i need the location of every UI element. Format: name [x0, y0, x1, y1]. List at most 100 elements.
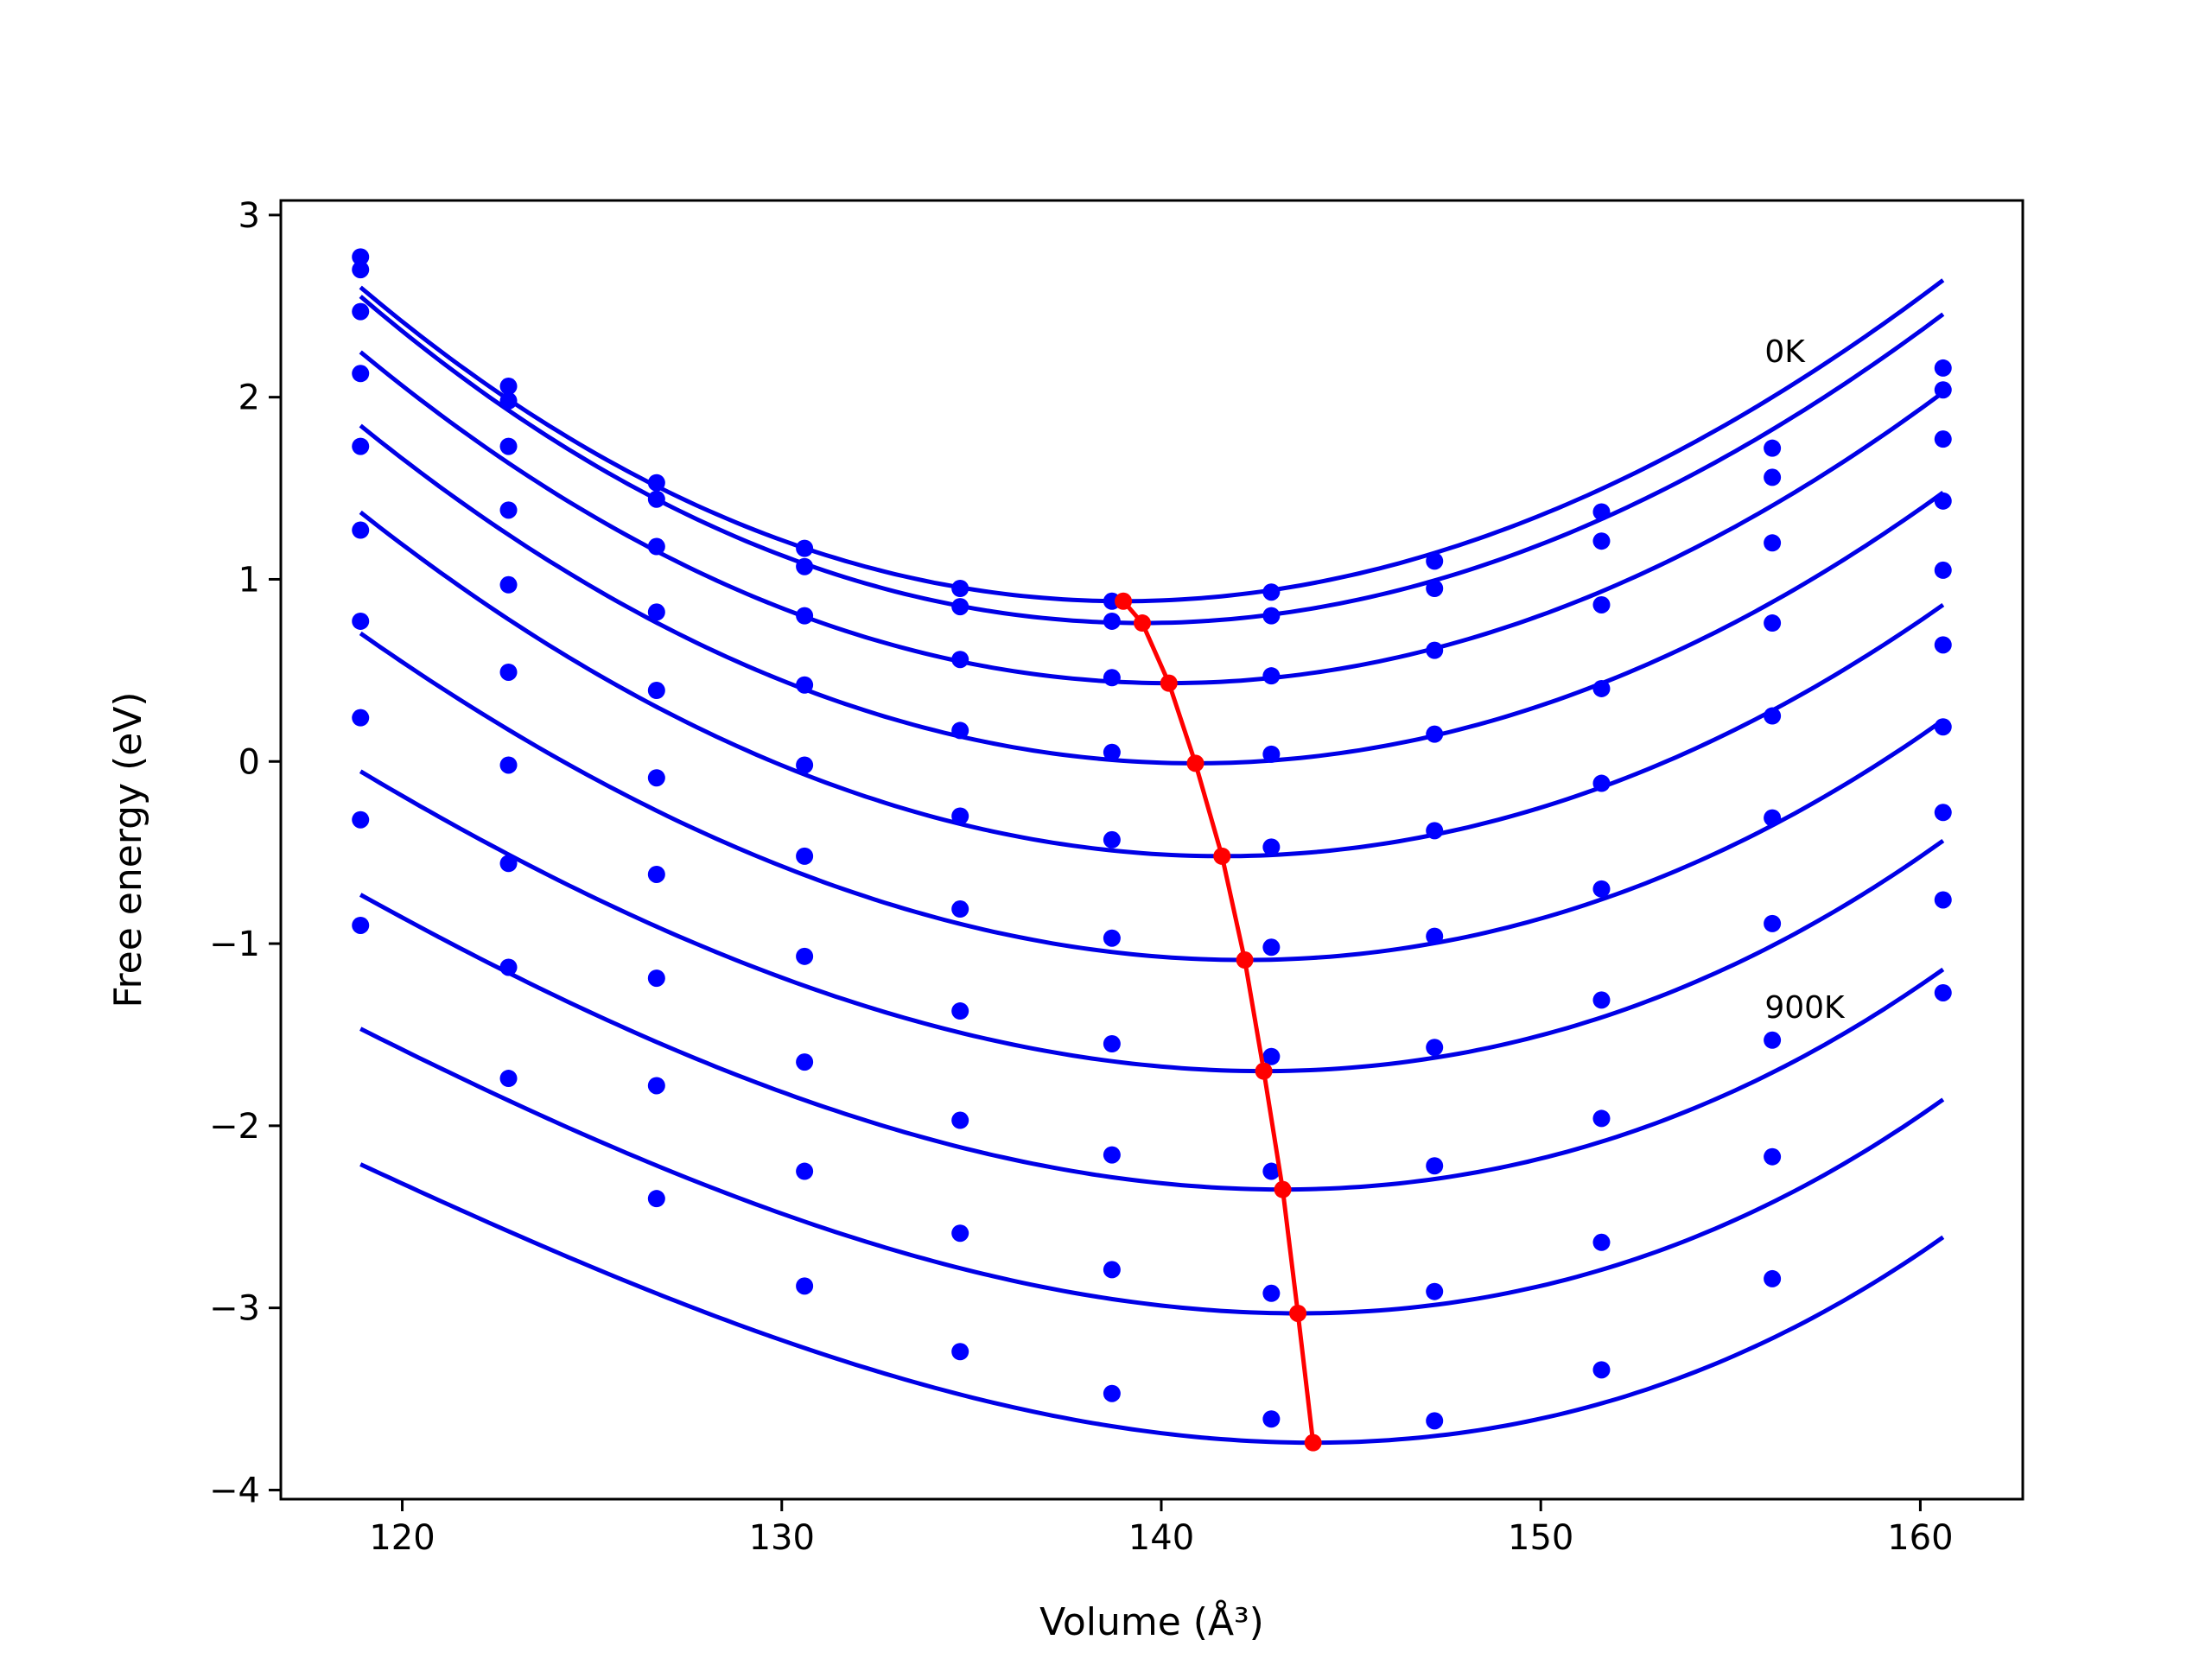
data-point: [1592, 774, 1611, 792]
data-point: [1764, 809, 1782, 827]
data-point: [647, 1077, 665, 1095]
x-tick-label: 140: [1128, 1518, 1194, 1558]
fit-curve-10: [359, 1162, 1945, 1446]
data-point: [1426, 927, 1444, 945]
y-tick-label: 0: [238, 742, 260, 782]
data-point: [1934, 359, 1952, 377]
y-axis-label: Free energy (eV): [106, 691, 150, 1007]
data-point: [647, 537, 665, 556]
data-point: [352, 248, 370, 266]
data-point: [796, 557, 814, 575]
y-tick-label: 2: [238, 378, 260, 418]
data-point: [499, 958, 518, 976]
fit-curve-7: [359, 769, 1945, 1074]
data-point: [1592, 503, 1611, 521]
data-point: [796, 539, 814, 557]
data-point: [1262, 1410, 1281, 1428]
data-point: [1934, 430, 1952, 448]
data-point: [1764, 534, 1782, 552]
data-point: [352, 437, 370, 455]
data-point: [951, 580, 969, 598]
data-point: [1103, 612, 1121, 630]
data-point: [1262, 667, 1281, 685]
data-point: [1764, 707, 1782, 725]
minima-point: [1160, 674, 1178, 692]
data-point: [499, 378, 518, 396]
x-axis: 120 130 140 150 160: [369, 1499, 1954, 1558]
minima-point: [1134, 614, 1152, 632]
data-point: [951, 900, 969, 918]
data-point: [1103, 669, 1121, 687]
data-point: [1426, 1412, 1444, 1430]
data-point: [1592, 1109, 1611, 1128]
minima-point: [1304, 1433, 1322, 1452]
annotation-label: 0K: [1764, 334, 1806, 370]
data-point: [796, 1277, 814, 1295]
minima-point: [1186, 754, 1205, 772]
minima-point: [1213, 847, 1231, 865]
data-point: [1103, 1384, 1121, 1402]
data-point: [1592, 595, 1611, 613]
fit-curve-9: [359, 1027, 1945, 1316]
y-tick-label: 1: [238, 560, 260, 600]
data-point: [1262, 607, 1281, 625]
data-point: [499, 663, 518, 681]
data-point: [1764, 1147, 1782, 1166]
fit-curve-3: [359, 350, 1945, 686]
data-point: [1103, 1261, 1121, 1279]
data-point: [499, 756, 518, 774]
plot-frame: [279, 199, 2024, 1501]
data-point: [1262, 745, 1281, 763]
minima-point: [1274, 1180, 1292, 1198]
data-point: [1934, 983, 1952, 1001]
data-point: [647, 769, 665, 787]
x-tick-label: 160: [1887, 1518, 1953, 1558]
data-point: [499, 437, 518, 455]
y-tick-label: −1: [209, 925, 260, 964]
data-point: [1764, 468, 1782, 486]
data-point: [1764, 439, 1782, 457]
minima-curve: [1122, 600, 1316, 1443]
data-point: [796, 1162, 814, 1180]
data-point: [1426, 552, 1444, 570]
data-point: [1592, 1233, 1611, 1251]
y-tick-label: −2: [209, 1107, 260, 1147]
data-point: [796, 847, 814, 865]
data-point: [951, 1343, 969, 1361]
x-tick-label: 130: [749, 1518, 815, 1558]
minima-point: [1236, 951, 1254, 969]
data-point: [352, 261, 370, 279]
data-point: [951, 721, 969, 740]
data-point: [1262, 1047, 1281, 1065]
fit-curves: [359, 278, 1945, 1446]
data-point: [647, 1190, 665, 1208]
minima-point: [1255, 1062, 1273, 1080]
fit-curve-4: [359, 423, 1945, 766]
data-point: [796, 1053, 814, 1071]
data-point: [1934, 381, 1952, 399]
data-point: [951, 1002, 969, 1020]
data-point: [1103, 1146, 1121, 1164]
minima-point: [1289, 1304, 1307, 1322]
fit-curve-8: [359, 893, 1945, 1192]
fit-curve-6: [359, 631, 1945, 963]
data-point: [499, 855, 518, 873]
data-point: [647, 865, 665, 883]
data-point: [1934, 891, 1952, 909]
data-point: [796, 947, 814, 965]
data-point: [499, 501, 518, 519]
data-point: [1764, 614, 1782, 632]
data-point: [1262, 838, 1281, 856]
data-point: [647, 474, 665, 492]
data-point: [1262, 1162, 1281, 1180]
data-point: [499, 391, 518, 410]
data-point: [1592, 880, 1611, 898]
data-point: [352, 612, 370, 630]
data-point: [1262, 583, 1281, 601]
data-point: [1934, 636, 1952, 654]
data-point: [1764, 1269, 1782, 1287]
data-point: [352, 916, 370, 934]
data-point: [951, 807, 969, 825]
fit-curve-1: [359, 278, 1945, 604]
